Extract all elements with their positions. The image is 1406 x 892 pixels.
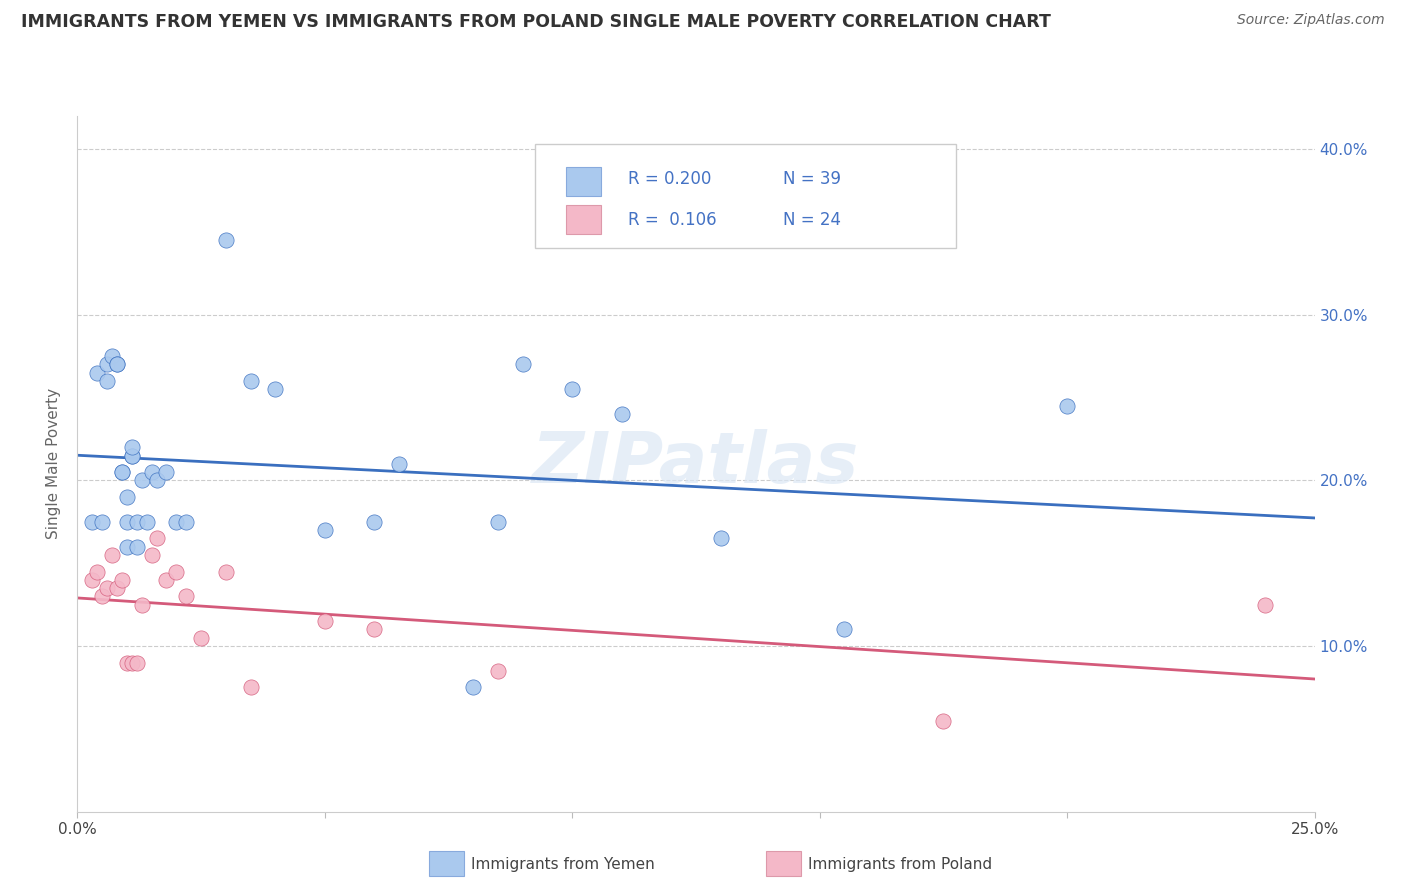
Point [141,548,163,562]
Point [125,540,148,554]
Point [91,515,114,529]
Point [145,474,167,488]
Point [121,440,143,454]
Point [155,573,177,587]
Point [91,590,114,604]
Point [486,515,509,529]
Point [314,523,336,537]
Point [82,573,104,587]
Point [125,515,148,529]
Point [121,449,143,463]
Point [155,465,177,479]
Point [82,515,104,529]
Text: R =  0.106: R = 0.106 [628,211,717,229]
Point [363,623,385,637]
Text: R = 0.200: R = 0.200 [628,169,711,187]
Point [111,465,134,479]
Point [932,714,955,728]
Point [165,565,187,579]
Point [1056,399,1078,413]
Point [363,515,385,529]
Point [710,532,733,546]
Point [141,465,163,479]
Point [101,548,124,562]
Point [121,449,143,463]
Point [463,681,485,695]
Point [131,598,153,612]
Point [131,474,153,488]
Point [115,490,138,504]
Point [165,515,187,529]
Text: Immigrants from Poland: Immigrants from Poland [808,857,993,871]
Text: Source: ZipAtlas.com: Source: ZipAtlas.com [1237,13,1385,28]
Text: Immigrants from Yemen: Immigrants from Yemen [471,857,655,871]
Point [610,407,633,421]
Point [96,581,118,595]
Point [561,382,583,396]
FancyBboxPatch shape [536,144,956,248]
Point [239,681,262,695]
Point [215,565,238,579]
Point [388,457,411,471]
Point [314,614,336,628]
Point [512,358,534,372]
Text: N = 39: N = 39 [783,169,841,187]
Point [174,590,197,604]
Point [239,374,262,388]
Point [145,532,167,546]
Point [174,515,197,529]
Text: IMMIGRANTS FROM YEMEN VS IMMIGRANTS FROM POLAND SINGLE MALE POVERTY CORRELATION : IMMIGRANTS FROM YEMEN VS IMMIGRANTS FROM… [21,13,1050,31]
Point [190,631,212,645]
Text: N = 24: N = 24 [783,211,841,229]
Point [486,664,509,678]
Point [111,573,134,587]
Point [86,565,108,579]
Point [115,656,138,670]
Bar [567,167,600,196]
Point [105,358,128,372]
Point [105,581,128,595]
Point [86,366,108,380]
Point [121,656,143,670]
Point [111,465,134,479]
Bar [567,205,600,235]
Point [115,515,138,529]
Point [115,540,138,554]
Point [215,233,238,247]
Point [105,358,128,372]
Point [135,515,157,529]
Point [125,656,148,670]
Point [96,358,118,372]
Point [101,349,124,363]
Point [1254,598,1277,612]
Text: ZIPatlas: ZIPatlas [533,429,859,499]
Point [834,623,856,637]
Point [96,374,118,388]
Y-axis label: Single Male Poverty: Single Male Poverty [46,388,62,540]
Point [264,382,287,396]
